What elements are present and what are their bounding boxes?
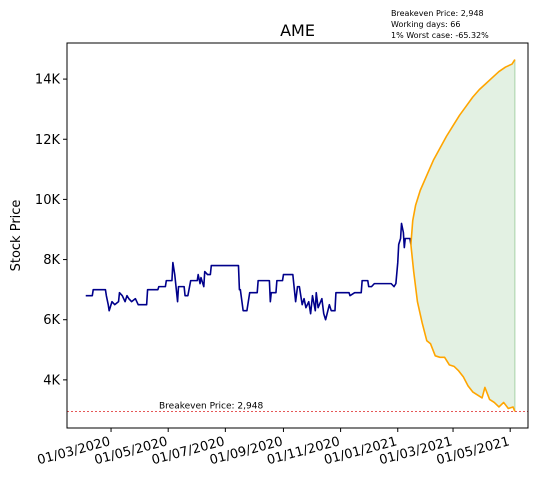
info-working-days-text: Working days: 66: [391, 20, 460, 29]
info-breakeven-text: Breakeven Price: 2,948: [391, 9, 484, 18]
info-worst-case-text: 1% Worst case: -65.32%: [391, 31, 489, 40]
y-tick-label: 14K: [35, 73, 61, 88]
y-tick-label: 10K: [35, 193, 61, 208]
plot-frame: [66, 42, 529, 429]
upper-bound-line: [410, 59, 516, 245]
y-tick-label: 6K: [43, 313, 60, 328]
price-line: [85, 222, 412, 321]
y-tick-label: 4K: [43, 373, 60, 388]
series-layer: [85, 59, 516, 412]
forecast-band-layer: [410, 59, 516, 412]
breakeven-label: Breakeven Price: 2,948: [159, 402, 263, 412]
lower-bound-line: [410, 244, 516, 412]
chart-title: AME: [280, 21, 315, 40]
y-axis-label: Stock Price: [9, 200, 24, 272]
y-tick-label: 12K: [35, 133, 61, 148]
forecast-band: [410, 59, 515, 412]
y-tick-label: 8K: [43, 253, 60, 268]
